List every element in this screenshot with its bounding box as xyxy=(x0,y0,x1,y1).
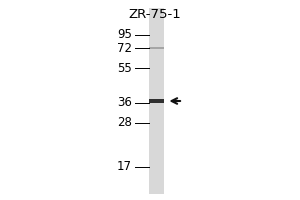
Bar xyxy=(148,8,164,194)
Bar xyxy=(148,99,164,103)
Text: 55: 55 xyxy=(117,62,132,74)
Text: 72: 72 xyxy=(117,42,132,54)
Text: 17: 17 xyxy=(117,160,132,173)
Text: 95: 95 xyxy=(117,28,132,42)
Text: 28: 28 xyxy=(117,116,132,130)
Text: 36: 36 xyxy=(117,97,132,110)
Text: ZR-75-1: ZR-75-1 xyxy=(128,8,181,21)
Bar xyxy=(148,47,164,49)
